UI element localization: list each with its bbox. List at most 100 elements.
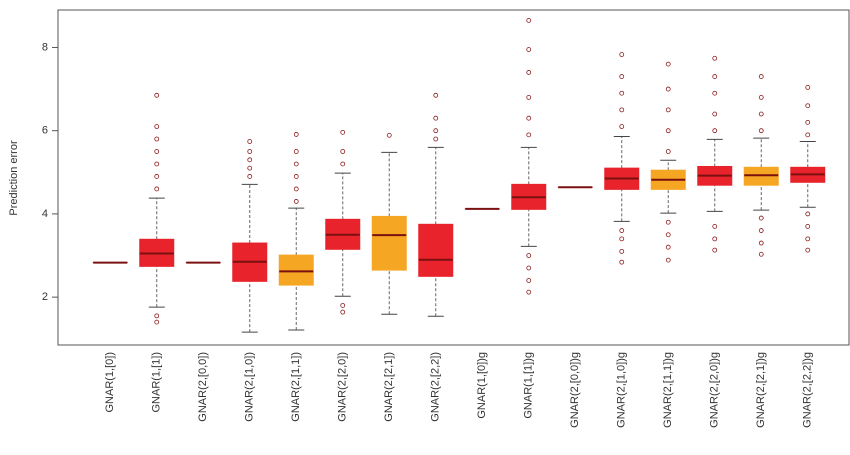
x-tick-label: GNAR(2,[2,1]) xyxy=(383,352,395,422)
outlier xyxy=(341,303,345,307)
outlier xyxy=(155,320,159,324)
outlier xyxy=(620,260,624,264)
outlier xyxy=(341,310,345,314)
outlier xyxy=(806,133,810,137)
outlier xyxy=(155,93,159,97)
outlier xyxy=(806,85,810,89)
y-axis-label: Prediction error xyxy=(8,140,20,216)
outlier xyxy=(806,104,810,108)
box xyxy=(744,167,778,185)
outlier xyxy=(620,249,624,253)
outlier xyxy=(527,48,531,52)
outlier xyxy=(759,129,763,133)
outlier xyxy=(759,75,763,79)
outlier xyxy=(666,220,670,224)
page: Prediction error 2 4 6 8 GNAR(1,[0]) GNAR(1,[… xyxy=(0,0,850,455)
outlier xyxy=(620,108,624,112)
outlier xyxy=(713,56,717,60)
outlier xyxy=(806,120,810,124)
outlier xyxy=(527,95,531,99)
outlier xyxy=(620,125,624,129)
x-tick-label: GNAR(2,[2,0])g xyxy=(709,352,721,428)
outlier xyxy=(620,237,624,241)
outlier xyxy=(248,158,252,162)
box xyxy=(372,216,406,270)
outlier xyxy=(666,62,670,66)
x-tick-label: GNAR(2,[0,0]) xyxy=(197,352,209,422)
outlier xyxy=(155,187,159,191)
x-tick-label: GNAR(2,[2,0]) xyxy=(337,352,349,422)
outlier xyxy=(155,174,159,178)
outlier xyxy=(806,212,810,216)
outlier xyxy=(713,75,717,79)
outlier xyxy=(527,290,531,294)
outlier xyxy=(759,229,763,233)
outlier xyxy=(527,254,531,258)
outlier xyxy=(248,166,252,170)
outlier xyxy=(527,278,531,282)
outlier xyxy=(666,258,670,262)
outlier xyxy=(806,237,810,241)
outlier xyxy=(155,149,159,153)
y-tick-label: 4 xyxy=(42,208,48,220)
outlier xyxy=(666,129,670,133)
outlier xyxy=(434,116,438,120)
outlier xyxy=(341,149,345,153)
y-tick-label: 2 xyxy=(42,291,48,303)
outlier xyxy=(713,129,717,133)
outlier xyxy=(248,140,252,144)
x-tick-label: GNAR(2,[2,1])g xyxy=(755,352,767,428)
outlier xyxy=(620,91,624,95)
outlier xyxy=(620,53,624,57)
outlier xyxy=(248,149,252,153)
outlier xyxy=(713,237,717,241)
outlier xyxy=(806,248,810,252)
outlier xyxy=(759,241,763,245)
outlier xyxy=(294,199,298,203)
x-tick-label: GNAR(2,[2,2]) xyxy=(430,352,442,422)
outlier xyxy=(155,125,159,129)
outlier xyxy=(155,137,159,141)
x-tick-label: GNAR(2,[0,0])g xyxy=(569,352,581,428)
outlier xyxy=(713,248,717,252)
outlier xyxy=(806,224,810,228)
outlier xyxy=(294,162,298,166)
outlier xyxy=(759,216,763,220)
outlier xyxy=(155,162,159,166)
outlier xyxy=(294,174,298,178)
x-tick-label: GNAR(1,[0])g xyxy=(476,352,488,419)
outlier xyxy=(666,149,670,153)
box xyxy=(419,224,453,276)
outlier xyxy=(387,133,391,137)
outlier xyxy=(666,245,670,249)
outlier xyxy=(527,116,531,120)
x-tick-label: GNAR(2,[1,1])g xyxy=(662,352,674,428)
outlier xyxy=(341,162,345,166)
outlier xyxy=(434,93,438,97)
outlier xyxy=(341,130,345,134)
outlier xyxy=(666,87,670,91)
outlier xyxy=(155,314,159,318)
outlier xyxy=(434,137,438,141)
outlier xyxy=(248,174,252,178)
x-tick-label: GNAR(1,[1])g xyxy=(523,352,535,419)
outlier xyxy=(527,18,531,22)
outlier xyxy=(759,112,763,116)
outlier xyxy=(666,233,670,237)
outlier xyxy=(434,129,438,133)
outlier xyxy=(713,112,717,116)
outlier xyxy=(759,95,763,99)
x-tick-label: GNAR(1,[1]) xyxy=(151,352,163,413)
x-tick-label: GNAR(1,[0]) xyxy=(104,352,116,413)
y-tick-label: 6 xyxy=(42,125,48,137)
outlier xyxy=(620,75,624,79)
outlier xyxy=(713,91,717,95)
x-tick-label: GNAR(2,[2,2])g xyxy=(802,352,814,428)
outlier xyxy=(759,252,763,256)
outlier xyxy=(527,133,531,137)
x-tick-label: GNAR(2,[1,0])g xyxy=(616,352,628,428)
outlier xyxy=(666,108,670,112)
x-tick-label: GNAR(2,[1,0]) xyxy=(244,352,256,422)
x-tick-label: GNAR(2,[1,1]) xyxy=(290,352,302,422)
y-tick-label: 8 xyxy=(42,41,48,53)
